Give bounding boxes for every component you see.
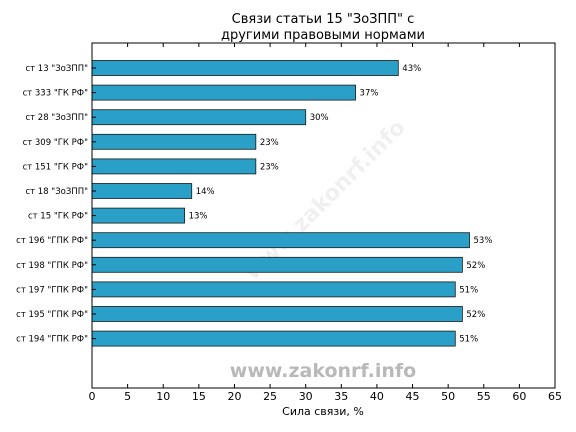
value-label: 53% <box>474 236 493 246</box>
category-label: ст 18 "ЗоЗПП" <box>25 187 88 197</box>
bar <box>91 330 456 347</box>
bar <box>91 133 257 150</box>
bar <box>91 84 356 101</box>
value-label: 30% <box>310 113 329 123</box>
x-axis-ticks: 0 5 10 15 20 25 30 35 40 45 50 55 60 65 <box>89 43 562 403</box>
value-label: 51% <box>459 335 478 345</box>
category-label: ст 151 "ГК РФ" <box>23 162 89 172</box>
value-labels: 43% 37% 30% 23% 23% 14% 13% 53% 52% 51% 52% 51% <box>189 64 493 345</box>
x-tick-label: 50 <box>441 390 455 403</box>
bar <box>91 232 470 249</box>
x-tick-label: 0 <box>89 390 96 403</box>
x-tick-label: 30 <box>299 390 313 403</box>
watermark: www.zakonrf.info <box>230 360 416 382</box>
category-label: ст 333 "ГК РФ" <box>23 89 89 99</box>
x-tick-label: 35 <box>334 390 348 403</box>
category-label: ст 28 "ЗоЗПП" <box>25 113 88 123</box>
bar <box>91 183 193 199</box>
value-label: 51% <box>459 285 478 295</box>
value-label: 13% <box>189 212 208 222</box>
bar <box>91 207 185 224</box>
x-tick-label: 65 <box>548 390 562 403</box>
x-axis-label: Сила связи, % <box>282 405 364 418</box>
value-label: 52% <box>466 310 485 320</box>
value-label: 14% <box>196 187 215 197</box>
bar <box>91 60 399 76</box>
value-label: 52% <box>466 261 485 271</box>
chart-title-line-1: Связи статьи 15 "ЗоЗПП" с <box>232 12 415 27</box>
bar <box>91 158 257 175</box>
value-label: 37% <box>360 89 379 99</box>
category-label: ст 309 "ГК РФ" <box>23 138 89 148</box>
x-tick-label: 10 <box>156 390 170 403</box>
x-tick-label: 45 <box>406 390 420 403</box>
x-tick-label: 55 <box>477 390 491 403</box>
x-tick-label: 20 <box>227 390 241 403</box>
plot-frame <box>91 42 556 389</box>
value-label: 43% <box>402 64 421 74</box>
x-tick-label: 5 <box>124 390 131 403</box>
x-tick-label: 15 <box>192 390 206 403</box>
category-label: ст 15 "ГК РФ" <box>28 212 88 222</box>
bar <box>91 281 456 298</box>
value-label: 23% <box>260 162 279 172</box>
bar <box>91 109 307 126</box>
chart-title-line-2: другими правовыми нормами <box>221 28 425 43</box>
bar <box>91 306 463 322</box>
x-tick-label: 25 <box>263 390 277 403</box>
bar <box>91 256 463 273</box>
category-label: ст 198 "ГПК РФ" <box>16 261 88 271</box>
category-label: ст 197 "ГПК РФ" <box>16 285 88 295</box>
value-label: 23% <box>260 138 279 148</box>
category-label: ст 195 "ГПК РФ" <box>16 310 88 320</box>
category-labels: ст 13 "ЗоЗПП" ст 333 "ГК РФ" ст 28 "ЗоЗПП"… <box>16 64 88 345</box>
category-label: ст 196 "ГПК РФ" <box>16 236 88 246</box>
category-label: ст 13 "ЗоЗПП" <box>25 64 88 74</box>
bars-group <box>91 60 470 347</box>
x-tick-label: 60 <box>512 390 526 403</box>
x-tick-label: 40 <box>370 390 384 403</box>
category-label: ст 194 "ГПК РФ" <box>16 335 88 345</box>
